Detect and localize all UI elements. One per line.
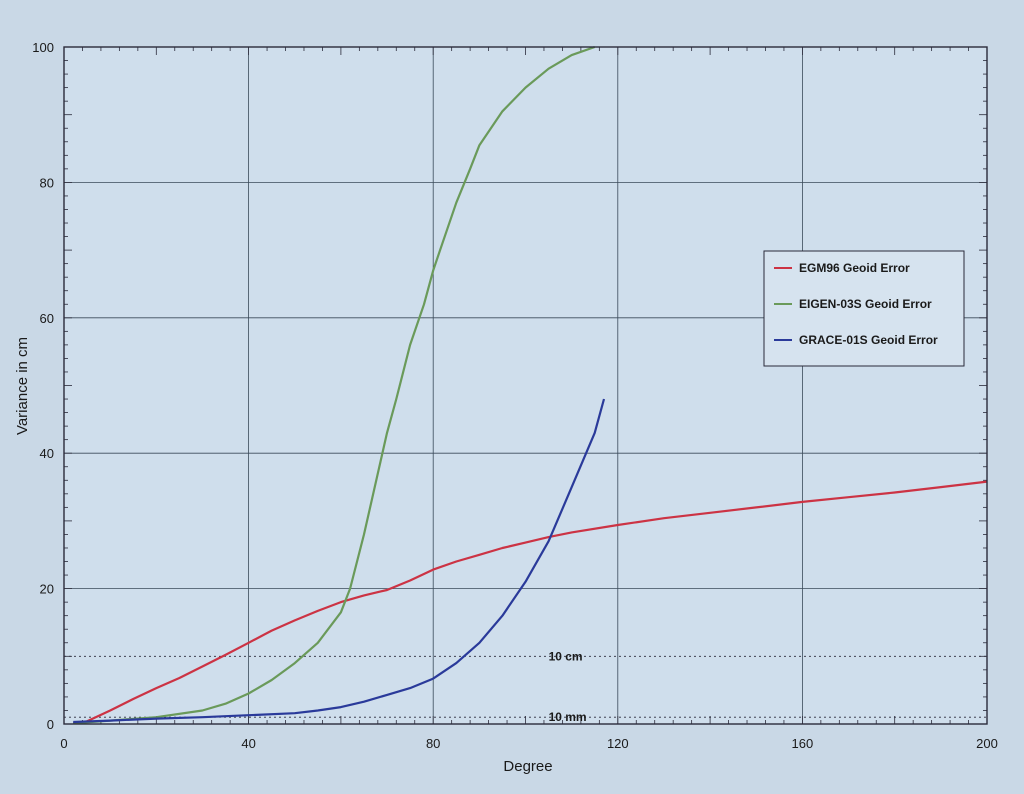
x-tick-label: 200 [976, 736, 998, 751]
y-tick-labels: 0 20 40 60 80 100 [32, 40, 54, 732]
plot-frame [63, 46, 988, 725]
y-tick-label: 60 [40, 311, 54, 326]
legend-entry: EGM96 Geoid Error [799, 261, 910, 275]
reference-line-label: 10 cm [549, 649, 583, 663]
series-lines [73, 45, 988, 725]
y-tick-label: 80 [40, 175, 54, 190]
series-line [73, 398, 606, 724]
series-line [73, 480, 988, 725]
series-line [73, 45, 596, 725]
x-axis-title: Degree [503, 758, 552, 775]
x-tick-label: 40 [241, 736, 255, 751]
y-axis-title: Variance in cm [14, 337, 31, 435]
legend-entry: EIGEN-03S Geoid Error [799, 297, 932, 311]
plot-background [64, 47, 987, 724]
x-tick-label: 120 [607, 736, 629, 751]
x-tick-labels: 0 40 80 120 160 200 [60, 736, 997, 751]
x-tick-label: 160 [792, 736, 814, 751]
y-tick-label: 0 [47, 717, 54, 732]
legend-box [763, 250, 965, 367]
legend: EGM96 Geoid Error EIGEN-03S Geoid Error GR… [763, 250, 965, 367]
reference-line-label: 10 mm [549, 710, 587, 724]
reference-lines: 10 cm 10 mm [64, 649, 987, 724]
legend-entry: GRACE-01S Geoid Error [799, 333, 938, 347]
y-tick-label: 100 [32, 40, 54, 55]
y-tick-label: 40 [40, 446, 54, 461]
x-tick-label: 0 [60, 736, 67, 751]
y-tick-label: 20 [40, 582, 54, 597]
x-tick-label: 80 [426, 736, 440, 751]
